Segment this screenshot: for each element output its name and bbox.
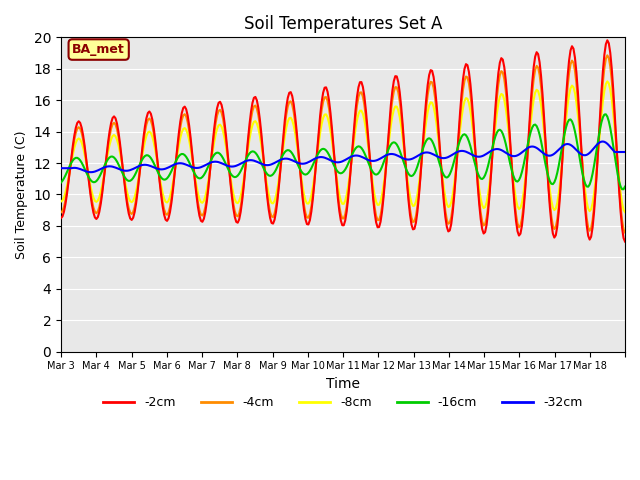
-32cm (349, 153, 356, 159)
-8cm (348, 161, 355, 167)
Text: BA_met: BA_met (72, 43, 125, 56)
-4cm (348, 161, 355, 167)
-4cm (621, 229, 629, 235)
-16cm (459, 132, 467, 138)
-4cm (94, 209, 102, 215)
-32cm (599, 139, 607, 144)
-8cm (459, 105, 467, 111)
-16cm (602, 111, 610, 117)
-32cm (461, 148, 468, 154)
-8cm (543, 160, 551, 166)
-32cm (95, 167, 103, 173)
-2cm (621, 239, 629, 244)
Title: Soil Temperatures Set A: Soil Temperatures Set A (244, 15, 442, 33)
-2cm (76, 120, 84, 126)
-2cm (57, 215, 65, 221)
-4cm (604, 52, 611, 58)
-32cm (57, 165, 65, 171)
-16cm (543, 168, 551, 174)
-2cm (94, 214, 102, 220)
-2cm (459, 76, 467, 82)
-8cm (618, 200, 626, 206)
-32cm (76, 166, 84, 172)
-4cm (543, 162, 551, 168)
-2cm (604, 37, 611, 43)
Y-axis label: Soil Temperature (C): Soil Temperature (C) (15, 130, 28, 259)
Line: -16cm: -16cm (61, 114, 625, 189)
-16cm (621, 184, 629, 190)
-32cm (620, 149, 627, 155)
Line: -32cm: -32cm (61, 142, 625, 172)
-32cm (621, 149, 629, 155)
-16cm (620, 186, 627, 192)
-2cm (618, 225, 626, 230)
-8cm (621, 209, 629, 215)
Line: -2cm: -2cm (61, 40, 625, 241)
-16cm (57, 180, 65, 185)
-8cm (57, 199, 65, 204)
Line: -4cm: -4cm (61, 55, 625, 232)
-4cm (76, 126, 84, 132)
-8cm (604, 79, 611, 84)
-2cm (543, 162, 551, 168)
X-axis label: Time: Time (326, 377, 360, 391)
-2cm (348, 161, 355, 167)
-32cm (86, 169, 94, 175)
-16cm (94, 177, 102, 182)
-4cm (57, 209, 65, 215)
-16cm (76, 157, 84, 163)
-8cm (76, 137, 84, 143)
-4cm (618, 217, 626, 223)
-16cm (348, 154, 355, 160)
-16cm (618, 186, 626, 192)
-8cm (94, 198, 102, 204)
Line: -8cm: -8cm (61, 82, 625, 212)
-4cm (459, 87, 467, 93)
-32cm (545, 153, 552, 158)
Legend: -2cm, -4cm, -8cm, -16cm, -32cm: -2cm, -4cm, -8cm, -16cm, -32cm (98, 391, 588, 414)
